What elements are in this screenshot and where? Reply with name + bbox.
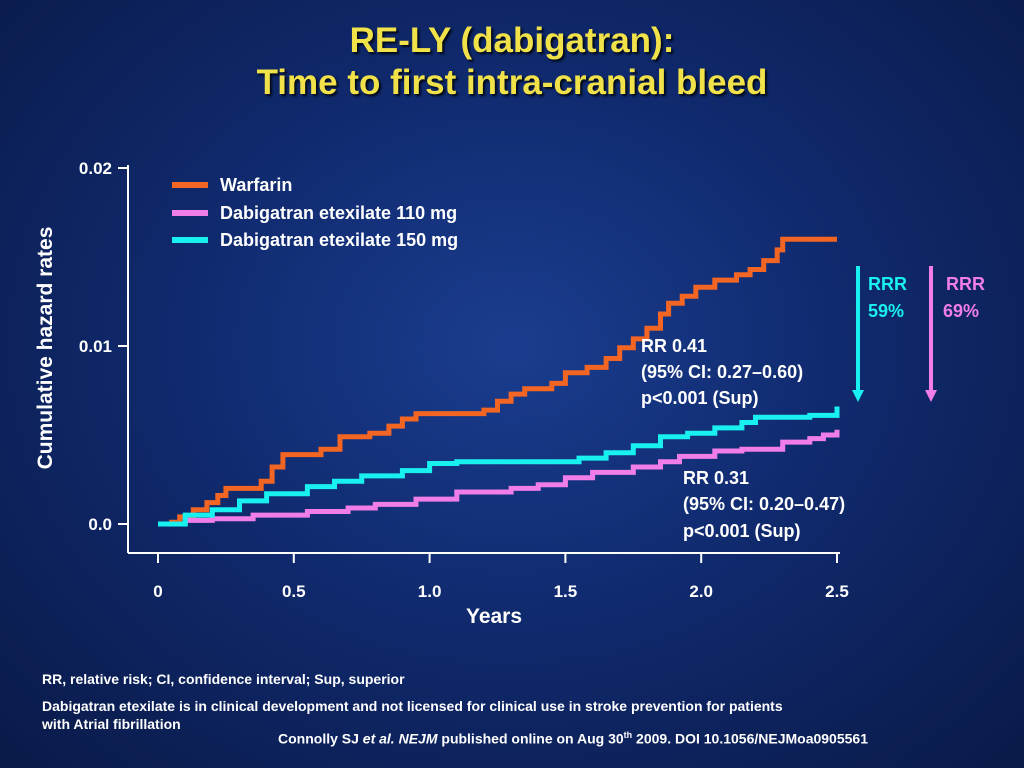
legend-label-dabigatran-150: Dabigatran etexilate 150 mg	[220, 230, 458, 250]
title-line-1: RE-LY (dabigatran):	[349, 21, 675, 60]
y-axis-label: Cumulative hazard rates	[34, 227, 57, 470]
slide-title: RE-LY (dabigatran): Time to first intra-…	[0, 20, 1024, 104]
disclaimer-line-2: with Atrial fibrillation	[42, 716, 181, 732]
x-tick-label: 1.5	[554, 582, 578, 601]
citation-authors: Connolly SJ	[278, 730, 363, 747]
abbreviations-footnote: RR, relative risk; CI, confidence interv…	[42, 671, 405, 687]
citation-text-2: 2009. DOI 10.1056/NEJMoa0905561	[632, 730, 868, 747]
rrr-110-value: 69%	[943, 301, 979, 321]
citation-text-1: published online on Aug 30	[437, 730, 624, 747]
citation-sup: th	[623, 730, 633, 740]
citation-etal: et al. NEJM	[362, 730, 438, 747]
y-tick-label: 0.02	[79, 159, 112, 178]
rrr-150-label: RRR	[868, 274, 907, 294]
rr-110-annotation: RR 0.31 (95% CI: 0.20–0.47) p<0.001 (Sup…	[683, 468, 845, 541]
x-tick-label: 1.0	[418, 582, 442, 601]
legend-label-warfarin: Warfarin	[220, 175, 292, 195]
y-tick-label: 0.0	[88, 515, 112, 534]
legend-item-warfarin: Warfarin	[172, 175, 292, 195]
citation: Connolly SJ et al. NEJM published online…	[278, 730, 868, 747]
title-line-2: Time to first intra-cranial bleed	[256, 63, 768, 102]
legend-label-dabigatran-110: Dabigatran etexilate 110 mg	[220, 203, 457, 223]
x-axis-label: Years	[466, 605, 522, 628]
x-tick-label: 2.5	[825, 582, 849, 601]
rr-110-p: p<0.001 (Sup)	[683, 521, 801, 541]
rr-150-annotation: RR 0.41 (95% CI: 0.27–0.60) p<0.001 (Sup…	[641, 336, 803, 408]
rrr-150-value: 59%	[868, 301, 904, 321]
legend-item-dabigatran-110: Dabigatran etexilate 110 mg	[172, 203, 457, 223]
x-tick-label: 0.5	[282, 582, 306, 601]
legend-item-dabigatran-150: Dabigatran etexilate 150 mg	[172, 230, 458, 250]
series-line-dabigatran-110	[158, 429, 840, 527]
rrr-150-annotation: RRR 59%	[852, 266, 907, 402]
disclaimer-line-1: Dabigatran etexilate is in clinical deve…	[42, 698, 783, 714]
rr-110-ci: (95% CI: 0.20–0.47)	[683, 494, 845, 514]
rr-110-value: RR 0.31	[683, 468, 749, 488]
rr-150-ci: (95% CI: 0.27–0.60)	[641, 362, 803, 382]
series-line-warfarin	[158, 236, 837, 527]
disclaimer-footnote: Dabigatran etexilate is in clinical deve…	[42, 697, 783, 733]
y-tick-label: 0.01	[79, 337, 112, 356]
legend: Warfarin Dabigatran etexilate 110 mg Dab…	[172, 175, 458, 250]
rrr-110-annotation: RRR 69%	[925, 266, 985, 402]
rrr-110-label: RRR	[946, 274, 985, 294]
x-tick-label: 2.0	[689, 582, 713, 601]
rr-150-p: p<0.001 (Sup)	[641, 388, 759, 408]
rr-150-value: RR 0.41	[641, 336, 707, 356]
series-line-dabigatran-150	[158, 406, 840, 527]
x-tick-label: 0	[153, 582, 162, 601]
